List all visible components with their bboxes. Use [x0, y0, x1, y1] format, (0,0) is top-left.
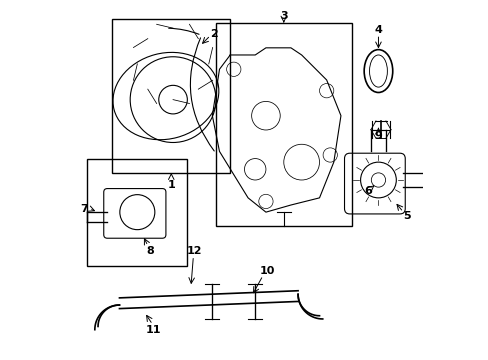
Text: 11: 11 [145, 325, 161, 335]
Text: 12: 12 [186, 247, 202, 256]
Bar [216, 23, 351, 226]
Text: 10: 10 [260, 266, 275, 276]
Text: 2: 2 [210, 28, 218, 39]
Text: 8: 8 [145, 247, 153, 256]
Bar [87, 158, 187, 266]
Text: 7: 7 [80, 203, 87, 213]
Text: 9: 9 [374, 131, 382, 141]
Text: 5: 5 [403, 211, 410, 221]
Text: 6: 6 [363, 186, 371, 196]
Text: 1: 1 [167, 180, 175, 190]
Text: 3: 3 [280, 11, 287, 21]
Text: 4: 4 [374, 25, 382, 35]
Bar [112, 19, 230, 173]
